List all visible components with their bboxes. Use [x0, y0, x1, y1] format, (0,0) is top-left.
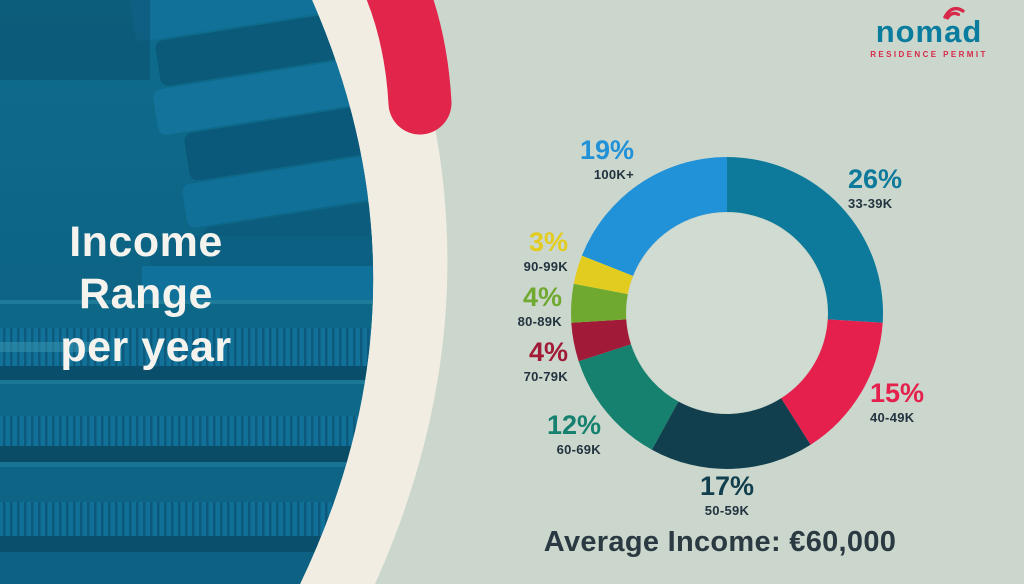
segment-range: 90-99K — [523, 259, 568, 274]
segment-pct: 3% — [528, 227, 568, 257]
signal-icon — [943, 6, 965, 20]
segment-range: 100K+ — [593, 167, 634, 182]
page-title: Income Range per year — [60, 218, 232, 371]
segment-label-50-59k: 17% 50-59K — [667, 471, 787, 518]
logo-wordmark: nom ad — [875, 6, 983, 49]
donut-segment-100K+ — [581, 157, 727, 276]
segment-label-70-79k: 4% 70-79K — [478, 337, 568, 384]
segment-label-100k-plus: 19% 100K+ — [544, 135, 634, 182]
segment-range: 33-39K — [848, 196, 893, 211]
donut-segment-80-89K — [571, 283, 628, 323]
segment-pct: 19% — [579, 135, 634, 165]
segment-pct: 4% — [528, 337, 568, 367]
average-income-text: Average Income: €60,000 — [543, 526, 897, 558]
logo-tagline: RESIDENCE PERMIT — [870, 50, 988, 59]
segment-pct: 17% — [699, 471, 755, 501]
logo-text-d: d — [962, 14, 983, 49]
logo-text-nom: nom — [875, 14, 945, 49]
segment-pct: 12% — [546, 410, 601, 440]
segment-label-33-39k: 26% 33-39K — [848, 164, 958, 211]
donut-segment-70-79K — [571, 319, 631, 362]
segment-range: 50-59K — [704, 503, 750, 518]
donut-segment-90-99K — [573, 255, 634, 295]
segment-pct: 4% — [522, 282, 562, 312]
donut-segment-40-49K — [781, 319, 883, 445]
donut-hole — [627, 213, 827, 413]
donut-segment-50-59K — [651, 398, 811, 469]
segment-range: 40-49K — [870, 410, 915, 425]
red-stripe — [366, 0, 452, 135]
segment-pct: 26% — [848, 164, 903, 194]
coin-stack-photo — [0, 0, 374, 584]
segment-label-90-99k: 3% 90-99K — [478, 227, 568, 274]
segment-range: 60-69K — [556, 442, 601, 457]
nomad-logo: nom ad RESIDENCE PERMIT — [854, 6, 1004, 59]
segment-pct: 15% — [870, 378, 925, 408]
donut-segment-33-39K — [727, 157, 883, 323]
donut-segment-60-69K — [578, 344, 679, 450]
segment-label-40-49k: 15% 40-49K — [870, 378, 980, 425]
segment-label-60-69k: 12% 60-69K — [501, 410, 601, 457]
segment-label-80-89k: 4% 80-89K — [472, 282, 562, 329]
logo-letter-a: a — [943, 6, 965, 47]
segment-range: 70-79K — [523, 369, 568, 384]
segment-range: 80-89K — [517, 314, 562, 329]
